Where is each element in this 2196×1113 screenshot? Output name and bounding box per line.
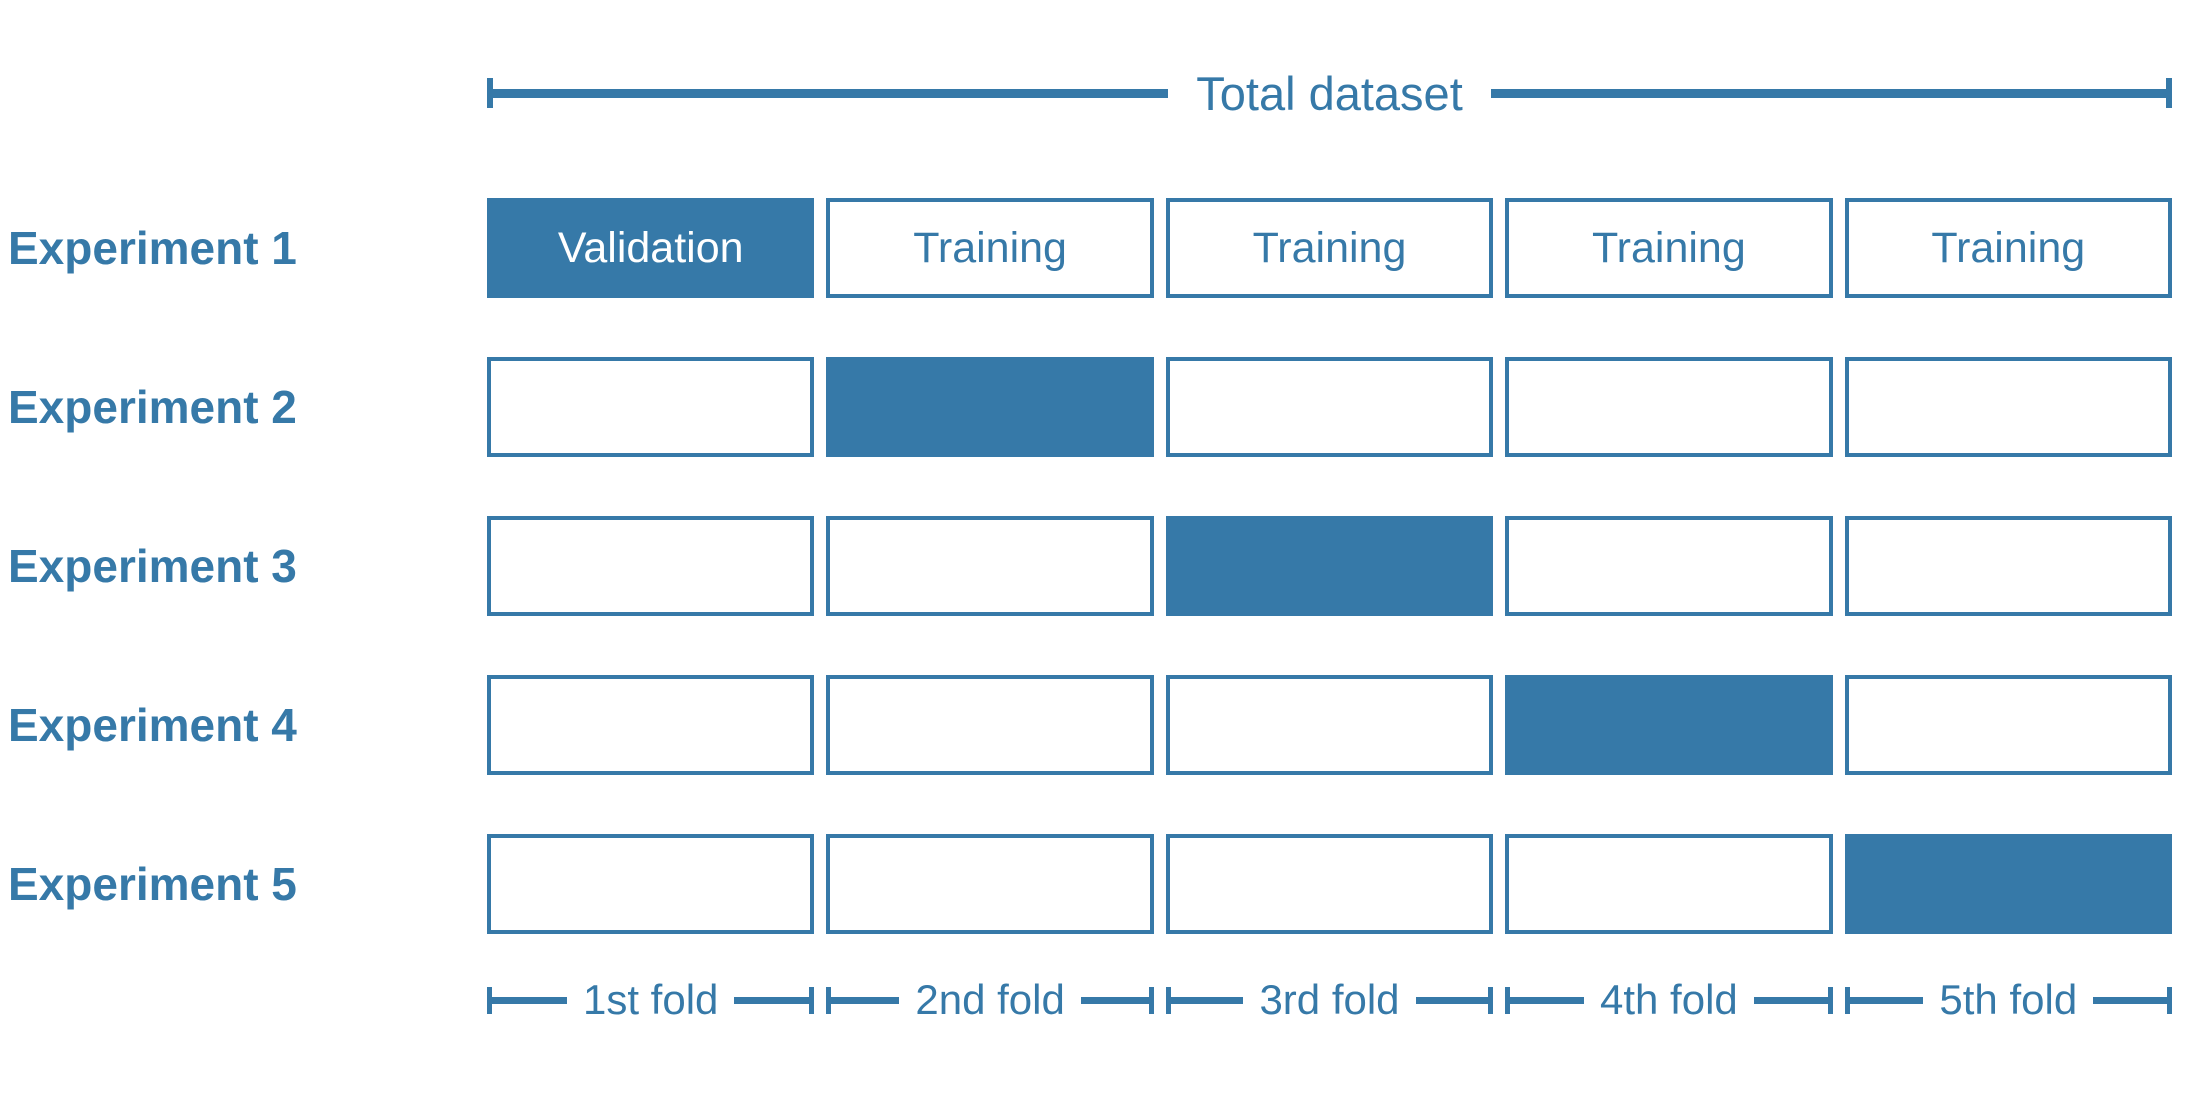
fold-axis-segment-4: 4th fold (1505, 970, 1833, 1030)
label-column-spacer (0, 970, 487, 1030)
fold-left-tick (1505, 986, 1511, 1014)
experiment-3-label: Experiment 3 (8, 540, 297, 592)
fold-axis-segment-1: 1st fold (487, 970, 815, 1030)
cell-label: Training (1931, 223, 2086, 272)
fold-cell (1165, 357, 1494, 457)
bracket-right-tick (2166, 78, 2173, 108)
fold-right-tick (1148, 986, 1154, 1014)
total-dataset-bracket: Total dataset (487, 55, 2173, 131)
fold-cell: Training (1844, 198, 2172, 298)
fold-cell (826, 357, 1154, 457)
fold-cell (487, 516, 815, 616)
fold-axis-row: 1st fold 2nd fold 3rd fold (0, 970, 2196, 1030)
fold-left-line (1510, 996, 1584, 1004)
fold-cell (826, 675, 1154, 775)
fold-left-tick (487, 986, 492, 1014)
fold-axis-segment-5: 5th fold (1844, 970, 2172, 1030)
fold-cell (1505, 834, 1833, 934)
fold-right-tick (1488, 986, 1494, 1014)
fold-cell: Training (1505, 198, 1833, 298)
experiment-5-cells (487, 834, 2172, 934)
experiment-1-cells: Validation Training Training Training Tr… (487, 198, 2172, 298)
fold-right-tick (2167, 986, 2172, 1014)
fold-cell (826, 516, 1154, 616)
fold-right-line (734, 996, 810, 1004)
fold-cell (1505, 675, 1833, 775)
fold-cell (1844, 357, 2172, 457)
fold-cell (1844, 834, 2172, 934)
fold-right-line (1415, 996, 1489, 1004)
fold-label: 4th fold (1600, 976, 1738, 1023)
experiment-row-3: Experiment 3 (0, 516, 2196, 616)
bracket-right-line (1490, 88, 2167, 98)
fold-right-line (1080, 996, 1149, 1004)
fold-label: 1st fold (582, 976, 719, 1023)
fold-right-tick (809, 986, 815, 1014)
fold-left-line (831, 996, 900, 1004)
fold-cell (487, 834, 815, 934)
total-dataset-row: Total dataset (0, 55, 2196, 131)
total-dataset-label: Total dataset (1196, 66, 1463, 120)
fold-axis-labels: 1st fold 2nd fold 3rd fold (487, 970, 2172, 1030)
experiment-4-label: Experiment 4 (8, 699, 297, 751)
kfold-cross-validation-diagram: Total dataset Experiment 1 Validation Tr… (0, 55, 2196, 1113)
cell-label: Training (913, 223, 1067, 272)
experiment-row-2: Experiment 2 (0, 357, 2196, 457)
fold-cell (1165, 516, 1494, 616)
fold-cell (1505, 357, 1833, 457)
bracket-left-tick (487, 78, 493, 108)
fold-left-tick (1844, 986, 1850, 1014)
fold-label: 3rd fold (1259, 976, 1400, 1023)
fold-axis-segment-3: 3rd fold (1165, 970, 1494, 1030)
experiment-2-cells (487, 357, 2172, 457)
fold-cell (1165, 675, 1494, 775)
fold-cell (1165, 834, 1494, 934)
fold-cell (1844, 516, 2172, 616)
fold-cell (487, 357, 815, 457)
experiment-row-1: Experiment 1 Validation Training Trainin… (0, 198, 2196, 298)
cell-label: Validation (557, 223, 744, 272)
fold-left-line (1849, 996, 1924, 1004)
experiment-1-label: Experiment 1 (8, 222, 297, 274)
fold-axis-segment-2: 2nd fold (826, 970, 1154, 1030)
experiment-row-5: Experiment 5 (0, 834, 2196, 934)
fold-left-tick (826, 986, 832, 1014)
fold-left-line (1170, 996, 1244, 1004)
fold-left-line (492, 996, 567, 1004)
fold-cell: Training (826, 198, 1154, 298)
bracket-left-line (493, 88, 1169, 98)
fold-cell (487, 675, 815, 775)
fold-cell (826, 834, 1154, 934)
fold-right-line (2093, 996, 2167, 1004)
label-column-spacer (0, 55, 487, 131)
experiment-5-label: Experiment 5 (8, 858, 297, 910)
experiment-2-label: Experiment 2 (8, 381, 297, 433)
fold-cell (1844, 675, 2172, 775)
cell-label: Training (1592, 223, 1746, 272)
fold-left-tick (1165, 986, 1171, 1014)
experiment-4-cells (487, 675, 2172, 775)
fold-right-line (1753, 996, 1828, 1004)
experiment-3-cells (487, 516, 2172, 616)
fold-cell: Validation (487, 198, 815, 298)
fold-cell (1505, 516, 1833, 616)
fold-label: 2nd fold (915, 976, 1065, 1023)
fold-right-tick (1827, 986, 1833, 1014)
cell-label: Training (1252, 223, 1407, 272)
fold-label: 5th fold (1939, 976, 2078, 1023)
experiment-row-4: Experiment 4 (0, 675, 2196, 775)
fold-cell: Training (1165, 198, 1494, 298)
